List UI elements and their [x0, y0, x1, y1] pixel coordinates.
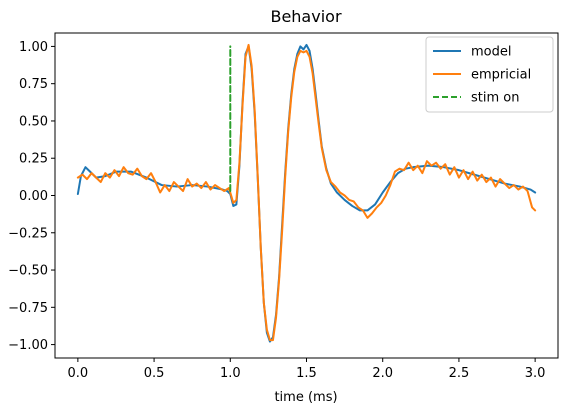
x-tick-label: 3.0 — [525, 366, 546, 381]
y-tick-label: −0.25 — [8, 226, 48, 241]
x-axis-ticks: 0.0 0.5 1.0 1.5 2.0 2.5 3.0 — [68, 358, 546, 381]
chart-title: Behavior — [270, 7, 341, 26]
y-tick-label: −0.75 — [8, 301, 48, 316]
y-tick-label: −0.50 — [8, 264, 48, 279]
legend-label-stim-on: stim on — [471, 91, 519, 106]
x-tick-label: 1.0 — [220, 366, 241, 381]
y-axis-ticks: −1.00 −0.75 −0.50 −0.25 0.00 0.25 0.50 0.75 1.00 — [8, 40, 55, 353]
y-tick-label: 0.25 — [19, 152, 48, 167]
x-tick-label: 2.5 — [449, 366, 470, 381]
legend: model empricial stim on — [425, 36, 554, 113]
x-tick-label: 0.5 — [144, 366, 165, 381]
y-tick-label: −1.00 — [8, 338, 48, 353]
series-lines — [76, 43, 537, 343]
y-tick-label: 0.00 — [19, 189, 48, 204]
x-tick-label: 2.0 — [372, 366, 393, 381]
y-tick-label: 0.50 — [19, 114, 48, 129]
y-tick-label: 1.00 — [19, 40, 48, 55]
series-line-empricial — [76, 43, 537, 342]
x-axis-label: time (ms) — [274, 390, 337, 405]
x-tick-label: 1.5 — [296, 366, 317, 381]
legend-label-empricial: empricial — [471, 68, 531, 83]
x-tick-label: 0.0 — [68, 366, 89, 381]
legend-label-model: model — [471, 45, 511, 60]
legend-box — [425, 36, 554, 113]
y-tick-label: 0.75 — [19, 77, 48, 92]
